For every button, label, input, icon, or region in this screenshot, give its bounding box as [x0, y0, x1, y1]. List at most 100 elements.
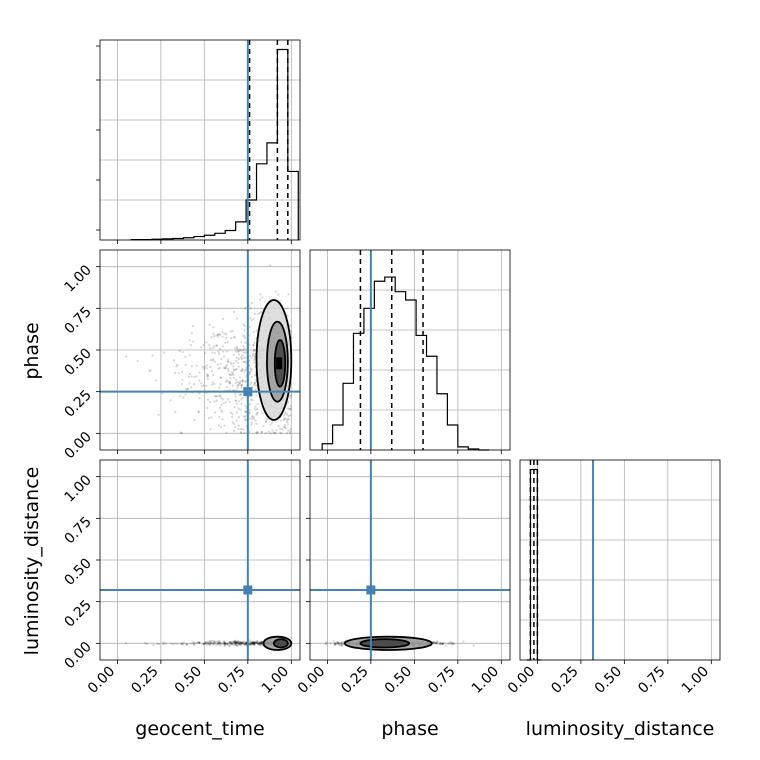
sample-point [338, 642, 341, 645]
sample-point [230, 641, 233, 644]
sample-point [260, 431, 263, 434]
sample-point [248, 325, 251, 328]
sample-point [198, 641, 201, 645]
sample-point [451, 641, 454, 644]
sample-point [234, 640, 238, 643]
sample-point [216, 643, 220, 646]
sample-point [193, 375, 196, 378]
sample-point [289, 394, 293, 397]
sample-point [441, 642, 444, 645]
sample-point [204, 641, 207, 644]
sample-point [211, 381, 214, 384]
sample-point [441, 642, 444, 646]
sample-point [251, 421, 254, 424]
sample-point [444, 644, 447, 647]
sample-point [254, 388, 257, 391]
sample-point [240, 642, 243, 645]
sample-point [233, 640, 236, 644]
sample-point [284, 412, 287, 415]
sample-point [228, 388, 231, 392]
sample-point [229, 641, 232, 644]
sample-point [238, 382, 242, 385]
sample-point [179, 642, 183, 645]
sample-point [172, 359, 176, 362]
sample-point [210, 639, 213, 643]
sample-point [236, 348, 240, 352]
sample-point [434, 642, 438, 645]
sample-point [213, 640, 216, 644]
sample-point [213, 345, 216, 348]
sample-point [258, 643, 261, 646]
sample-point [239, 348, 242, 351]
injection-marker [243, 387, 253, 397]
sample-point [188, 354, 191, 357]
histogram-panel-luminosity_distance: 0.00 0.25 0.50 0.75 1.00 [505, 459, 721, 697]
sample-point [271, 421, 274, 424]
sample-point [148, 369, 151, 372]
sample-point [239, 369, 242, 372]
sample-point [244, 418, 247, 421]
sample-point [340, 642, 343, 645]
sample-point [234, 642, 237, 645]
sample-point [340, 644, 343, 647]
sample-point [451, 643, 454, 646]
sample-point [251, 642, 255, 645]
sample-point [243, 360, 246, 363]
sample-point [244, 642, 247, 645]
sample-point [237, 384, 240, 387]
sample-point [232, 641, 235, 644]
tick-label-y: 1.00 [61, 472, 94, 505]
sample-point [248, 371, 251, 374]
sample-point [221, 345, 224, 348]
sample-point [244, 361, 247, 364]
sample-point [225, 350, 228, 353]
contour-level [273, 638, 289, 649]
sample-point [212, 326, 215, 329]
sample-point [212, 642, 216, 645]
sample-point [336, 640, 339, 644]
sample-point [252, 642, 255, 645]
sample-point [234, 640, 237, 643]
sample-point [285, 419, 288, 422]
sample-point [191, 324, 194, 328]
sample-point [207, 375, 210, 378]
sample-point [237, 641, 240, 644]
sample-point [197, 410, 200, 413]
sample-point [216, 333, 219, 336]
sample-point [235, 411, 239, 414]
sample-point [259, 641, 262, 644]
sample-point [234, 641, 237, 644]
sample-point [232, 643, 235, 646]
tick-label-x: 0.50 [382, 664, 415, 697]
sample-point [124, 642, 128, 645]
sample-point [208, 643, 211, 646]
sample-point [252, 417, 256, 420]
sample-point [205, 384, 208, 388]
sample-point [233, 642, 237, 645]
sample-point [338, 644, 341, 647]
sample-point [238, 642, 241, 646]
sample-point [217, 641, 220, 644]
sample-point [242, 351, 246, 354]
sample-point [236, 384, 239, 387]
tick-label-y: 1.00 [61, 262, 94, 295]
tick-label-x: 0.75 [635, 664, 668, 697]
sample-point [252, 348, 255, 352]
sample-point [173, 642, 176, 645]
sample-point [200, 382, 203, 385]
sample-point [229, 382, 232, 385]
sample-point [177, 371, 180, 375]
panel-contents [100, 250, 300, 450]
sample-point [235, 345, 239, 348]
sample-point [334, 642, 337, 646]
sample-point [187, 375, 191, 378]
sample-point [193, 383, 196, 386]
sample-point [221, 418, 224, 421]
sample-point [257, 642, 260, 646]
sample-point [248, 643, 251, 646]
sample-point [250, 319, 254, 322]
sample-point [202, 367, 205, 370]
sample-point [254, 408, 257, 411]
sample-point [240, 384, 243, 387]
sample-point [233, 422, 236, 425]
